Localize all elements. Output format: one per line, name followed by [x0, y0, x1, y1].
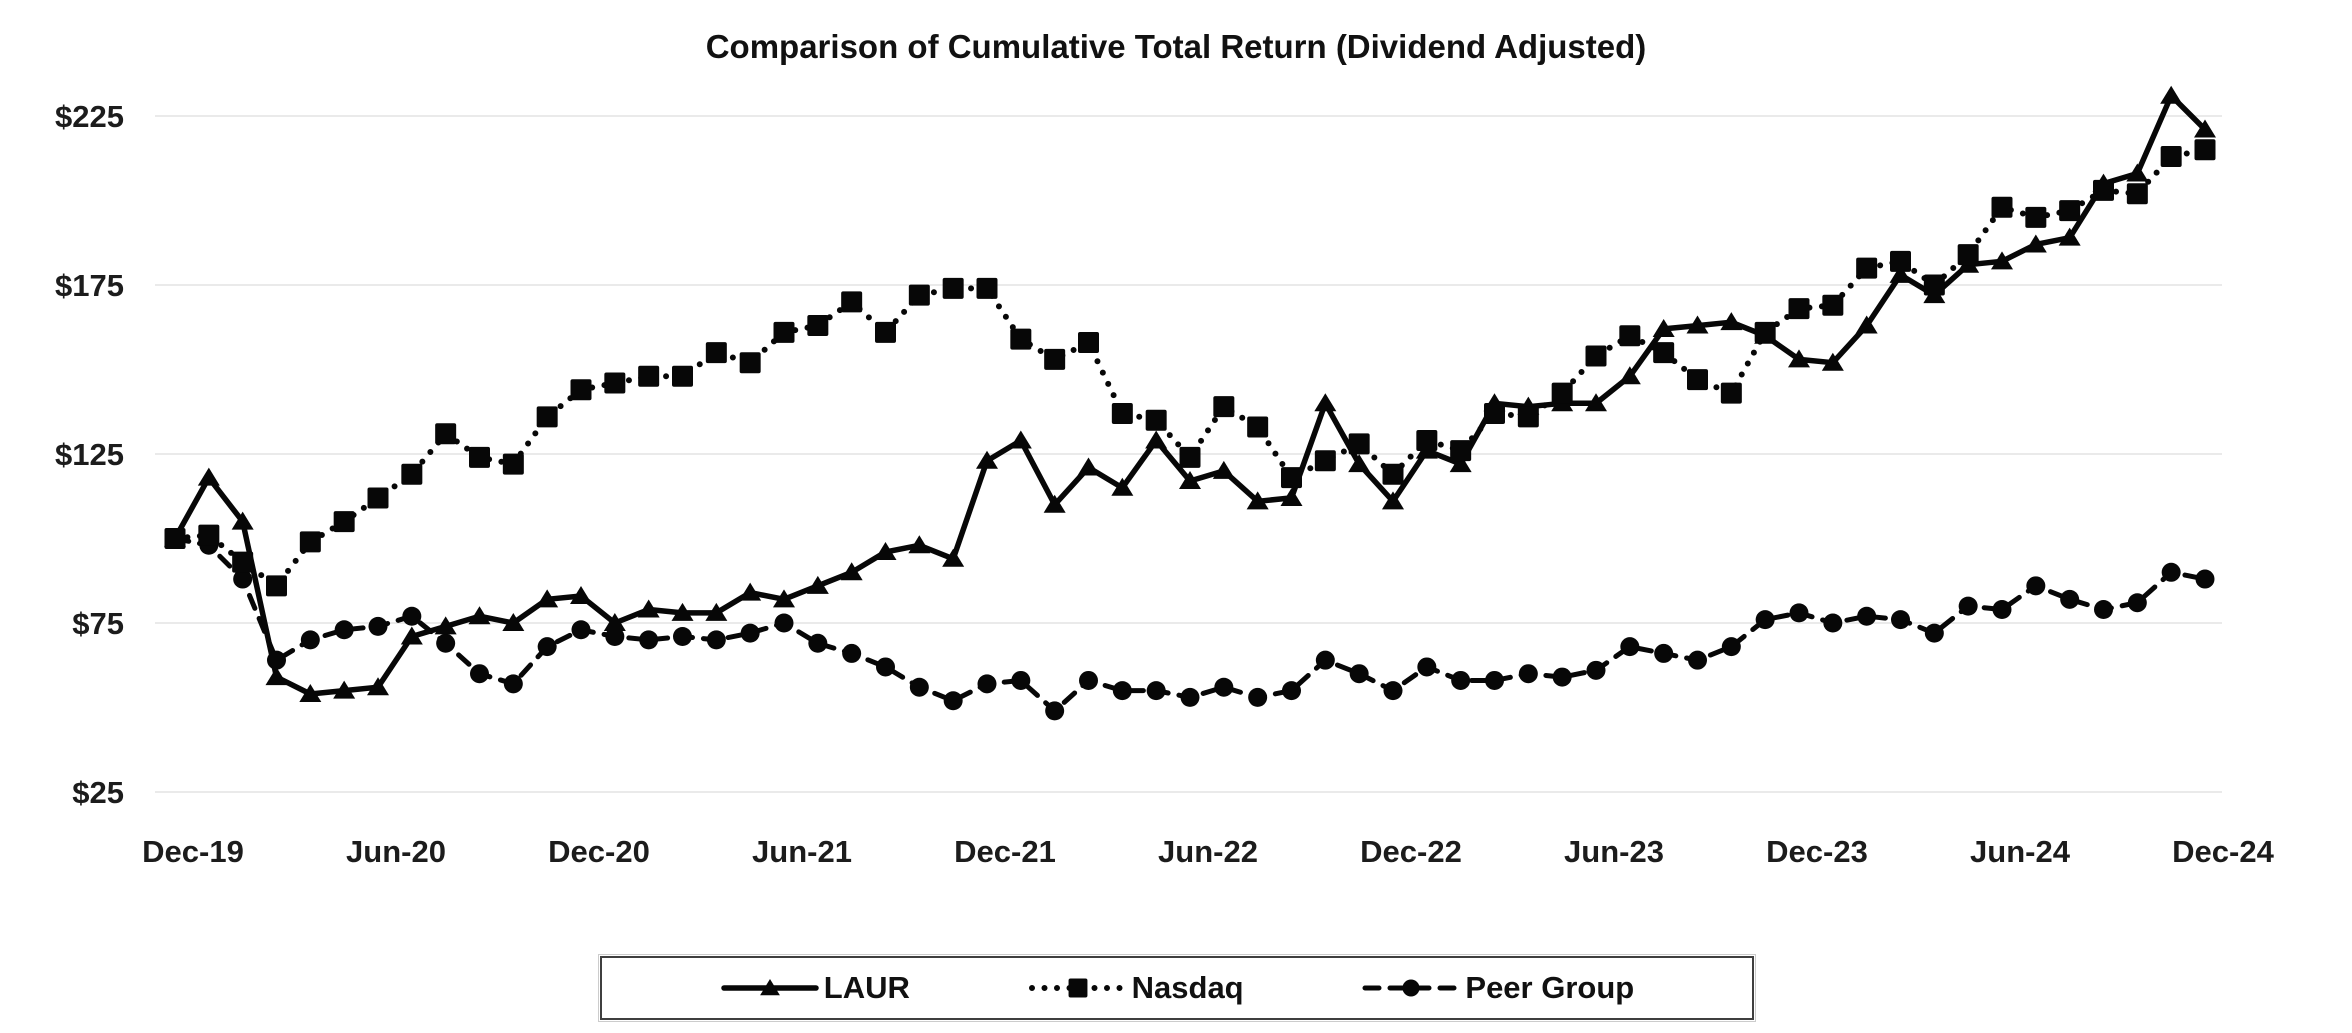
y-tick-label: $175	[55, 268, 124, 303]
nasdaq-series-line	[172, 146, 2208, 589]
peer-group-series-markers	[165, 529, 2215, 721]
x-tick-label: Jun-22	[1158, 834, 1258, 869]
y-tick-label: $225	[55, 99, 124, 134]
nasdaq-dotted-square-icon	[1028, 978, 1127, 998]
laur-series-markers	[164, 85, 2216, 702]
legend-label-laur: LAUR	[823, 970, 910, 1005]
y-tick-label: $25	[72, 775, 124, 810]
legend-item-laur: LAUR	[720, 970, 910, 1006]
peer-group-dashed-circle-icon	[1362, 979, 1460, 997]
legend-item-nasdaq: Nasdaq	[1028, 970, 1244, 1006]
y-tick-label: $125	[55, 437, 124, 472]
laur-series-line	[172, 92, 2208, 697]
chart-legend: LAUR Nasdaq Peer Group	[598, 954, 1756, 1022]
x-tick-label: Jun-21	[752, 834, 852, 869]
laur-line-triangle-icon	[721, 979, 819, 996]
y-tick-label: $75	[72, 606, 124, 641]
chart-title: Comparison of Cumulative Total Return (D…	[705, 28, 1647, 65]
x-axis-tick-labels: Dec-19 Jun-20 Dec-20 Jun-21 Dec-21 Jun-22 Dec-…	[142, 834, 2274, 869]
y-axis-tick-labels: $25 $75 $125 $175 $225	[55, 99, 124, 810]
x-tick-label: Dec-21	[954, 834, 1056, 869]
x-tick-label: Dec-24	[2172, 834, 2274, 869]
x-tick-label: Dec-23	[1766, 834, 1868, 869]
x-tick-label: Jun-24	[1970, 834, 2071, 869]
x-tick-label: Dec-22	[1360, 834, 1462, 869]
legend-label-nasdaq: Nasdaq	[1131, 970, 1244, 1005]
nasdaq-series-markers	[164, 139, 2216, 597]
legend-item-peer-group: Peer Group	[1361, 970, 1634, 1006]
legend-label-peer-group: Peer Group	[1465, 970, 1635, 1005]
x-tick-label: Jun-23	[1564, 834, 1664, 869]
x-tick-label: Dec-20	[548, 834, 650, 869]
x-tick-label: Jun-20	[346, 834, 446, 869]
x-tick-label: Dec-19	[142, 834, 244, 869]
